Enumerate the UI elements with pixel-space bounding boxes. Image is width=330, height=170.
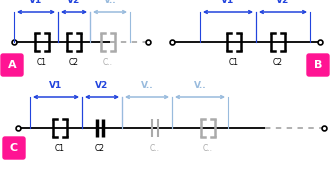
- Text: V1: V1: [221, 0, 235, 5]
- Text: V1: V1: [29, 0, 43, 5]
- Text: V2: V2: [67, 0, 81, 5]
- Text: C1: C1: [55, 144, 65, 153]
- FancyBboxPatch shape: [3, 137, 25, 159]
- Text: C..: C..: [203, 144, 213, 153]
- Text: B: B: [314, 60, 322, 70]
- Text: C1: C1: [229, 58, 239, 67]
- FancyBboxPatch shape: [307, 54, 329, 76]
- Text: C2: C2: [273, 58, 283, 67]
- Text: C2: C2: [95, 144, 105, 153]
- FancyBboxPatch shape: [1, 54, 23, 76]
- Text: C: C: [10, 143, 18, 153]
- Text: V2: V2: [277, 0, 290, 5]
- Text: V..: V..: [104, 0, 116, 5]
- Text: V2: V2: [95, 81, 109, 90]
- Text: V..: V..: [141, 81, 153, 90]
- Text: V1: V1: [50, 81, 63, 90]
- Text: C..: C..: [103, 58, 113, 67]
- Text: C1: C1: [37, 58, 47, 67]
- Text: C..: C..: [150, 144, 160, 153]
- Text: A: A: [8, 60, 16, 70]
- Text: C2: C2: [69, 58, 79, 67]
- Text: V..: V..: [194, 81, 206, 90]
